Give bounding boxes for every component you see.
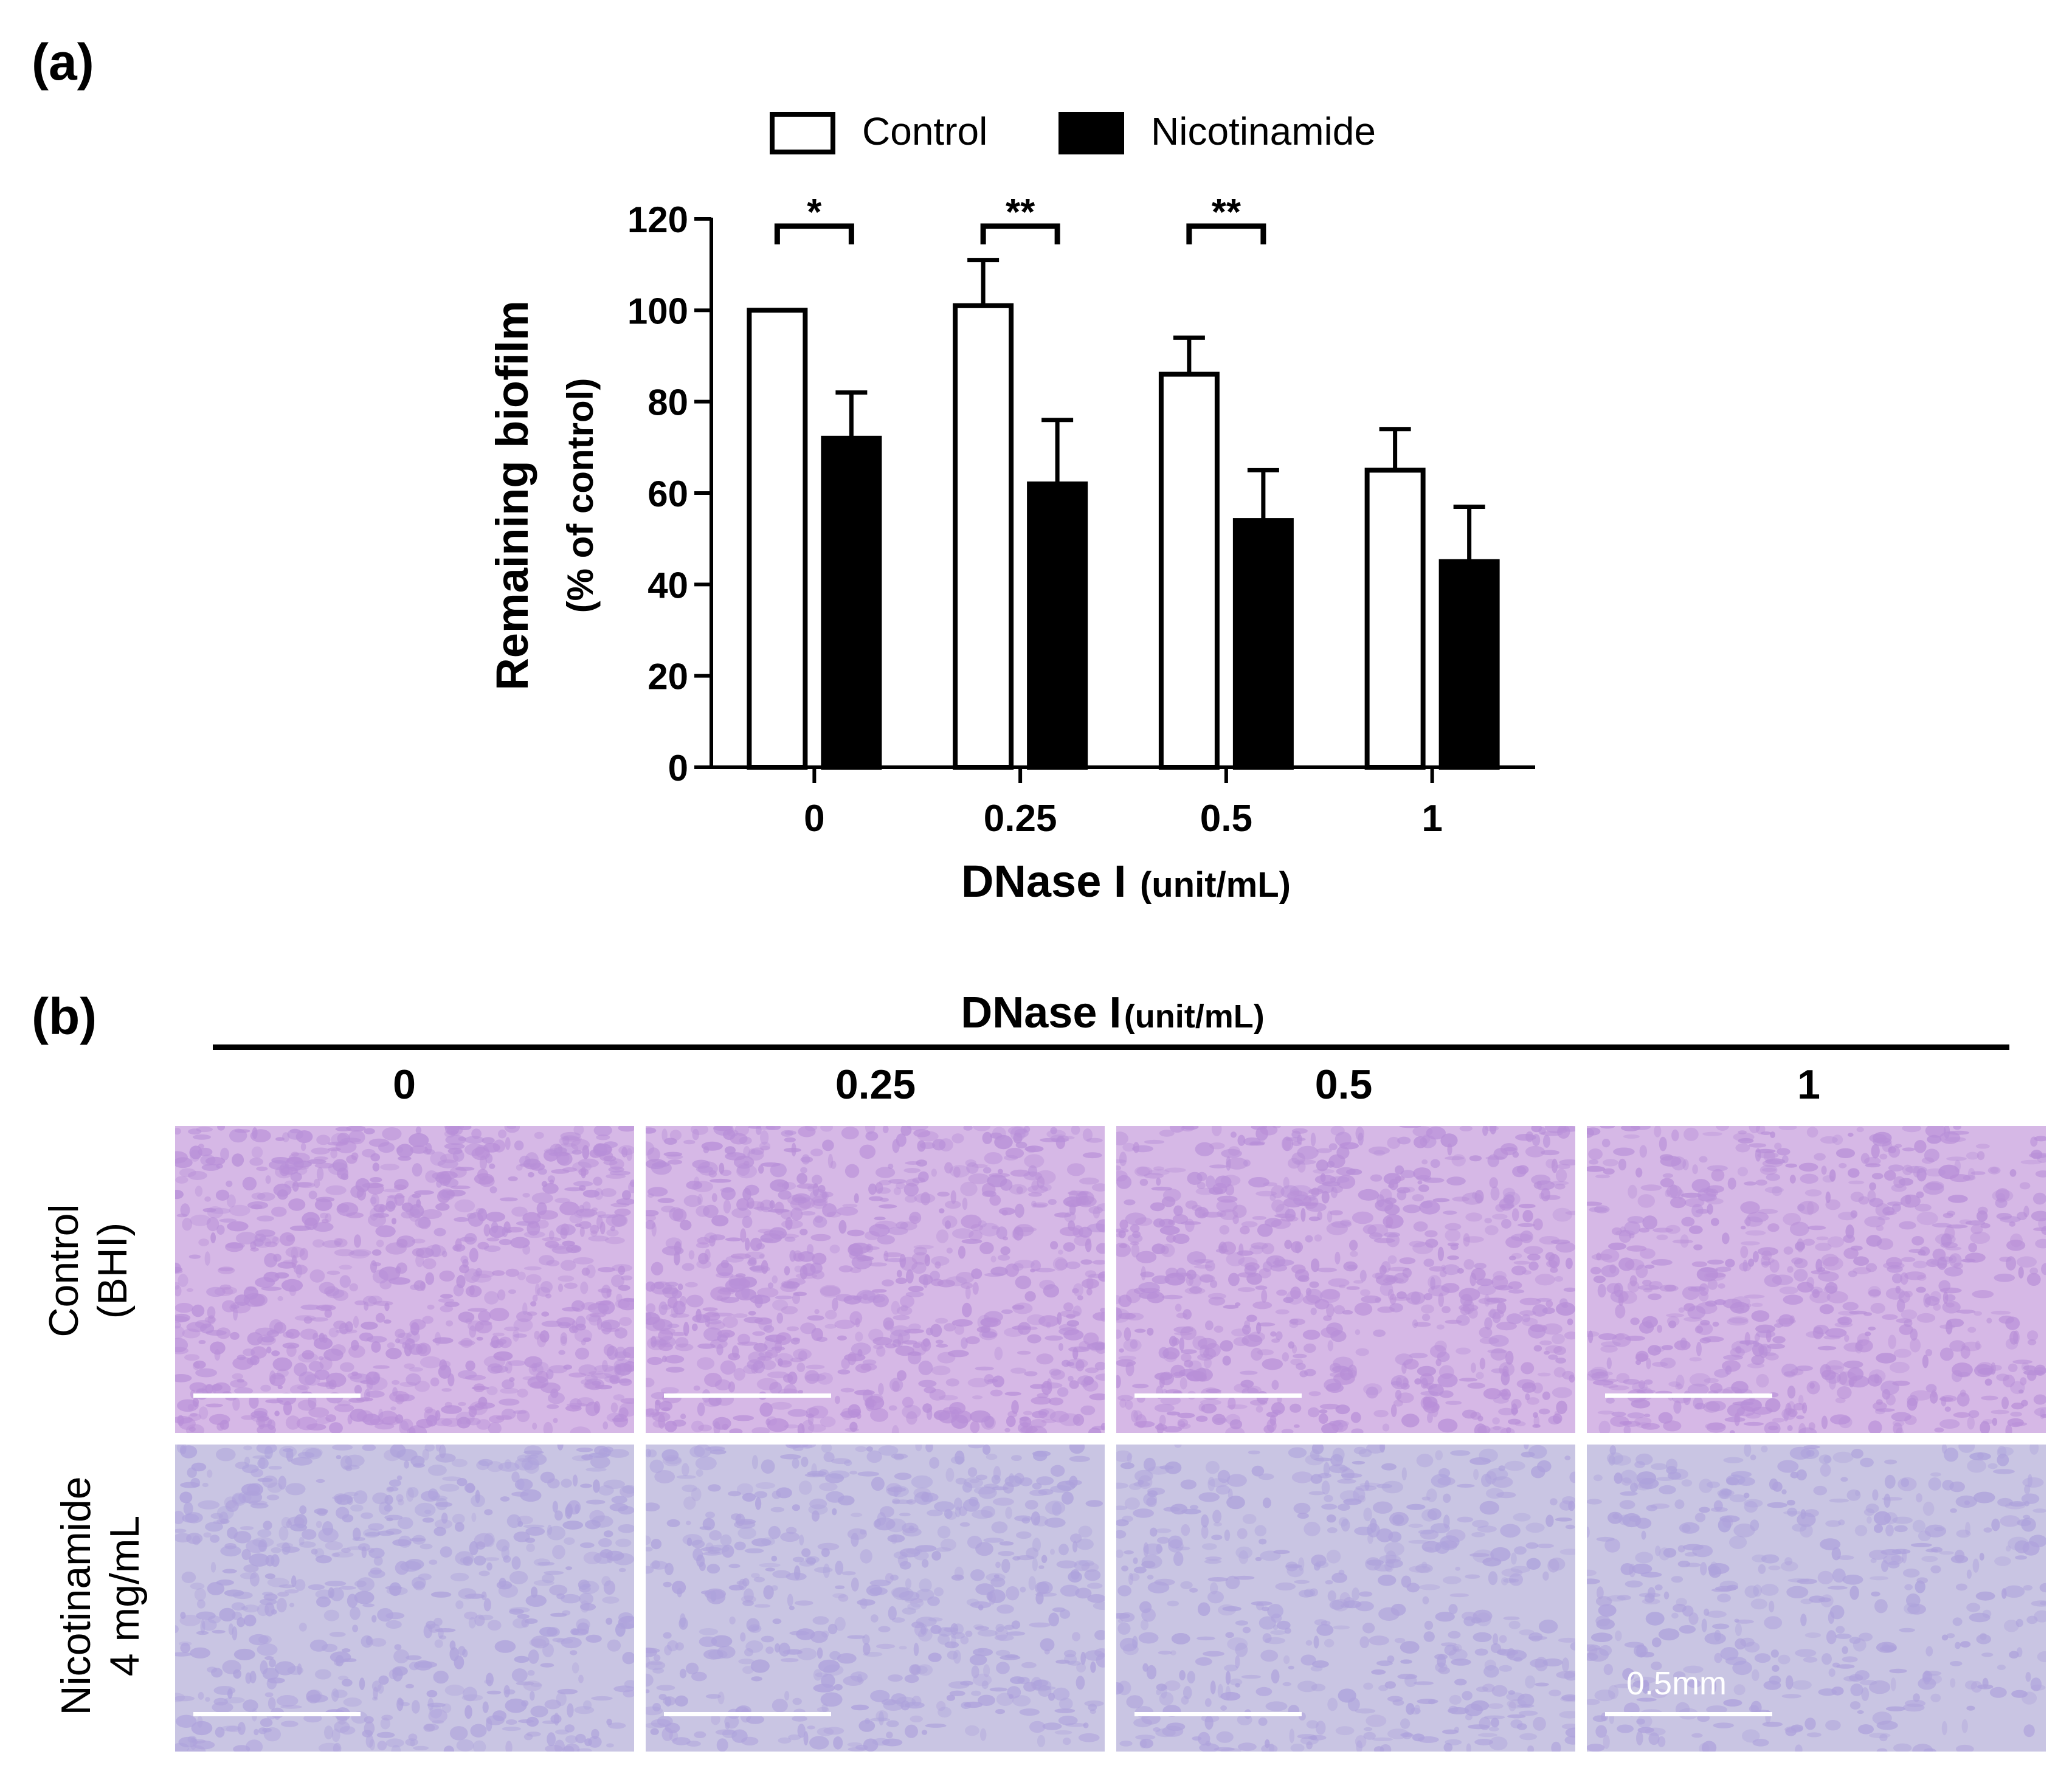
legend-swatch-nicotinamide	[1058, 112, 1124, 154]
scale-bar	[1134, 1712, 1302, 1716]
y-tick-label: 60	[648, 474, 688, 514]
bar-control-1	[1364, 468, 1426, 770]
panel-b-header: DNase I (unit/mL)	[0, 988, 2072, 1055]
scale-bar	[1134, 1393, 1302, 1398]
scale-bar	[664, 1712, 831, 1716]
row-label-control-line2: (BHI)	[89, 1222, 136, 1319]
y-tick-label: 120	[627, 199, 688, 240]
micrograph-r0-c1	[646, 1126, 1105, 1433]
column-label-1: 1	[1797, 1062, 1820, 1108]
micrograph-r1-c1	[646, 1445, 1105, 1752]
significance-label: **	[1006, 192, 1035, 233]
chart-legend: Control Nicotinamide	[770, 109, 1376, 154]
y-axis-subtitle: (% of control)	[560, 378, 601, 613]
x-tick-label: 0.25	[984, 798, 1057, 840]
scale-bar	[1605, 1393, 1772, 1398]
legend-swatch-control	[770, 112, 835, 154]
row-label-control-line1: Control	[41, 1204, 87, 1338]
y-tick-label: 100	[627, 291, 688, 331]
scale-bar-label: 0.5mm	[1626, 1665, 1727, 1702]
x-tick-label: 0	[804, 798, 824, 840]
panel-b-label: (b)	[32, 988, 97, 1045]
column-label-0.25: 0.25	[835, 1062, 916, 1108]
column-label-0: 0	[393, 1062, 416, 1108]
row-label-nicotinamide-line1: Nicotinamide	[53, 1476, 99, 1716]
micrograph-r0-c2	[1116, 1126, 1575, 1433]
micrograph-r0-c0	[175, 1126, 634, 1433]
scale-bar	[193, 1393, 361, 1398]
bar-nicotinamide-0	[821, 435, 882, 770]
x-axis: 0 0.25 0.5 1	[711, 765, 1535, 840]
significance-bracket	[774, 223, 854, 244]
panel-a-label: (a)	[32, 33, 94, 91]
row-label-nicotinamide-line2: 4 mg/mL	[102, 1515, 148, 1677]
significance-label: **	[1212, 192, 1241, 233]
x-axis-title-main: DNase I	[961, 856, 1126, 906]
scale-bar	[1605, 1712, 1772, 1716]
bar-nicotinamide-0.5	[1232, 518, 1294, 770]
y-tick-label: 0	[668, 748, 688, 789]
scale-bar	[664, 1393, 831, 1398]
panel-b-header-rule	[213, 1044, 2009, 1050]
scale-bar	[193, 1712, 361, 1716]
significance-label: *	[807, 192, 822, 233]
row-label-control: Control (BHI)	[40, 1143, 143, 1398]
y-tick-label: 80	[648, 382, 688, 423]
bar-control-0.5	[1158, 371, 1220, 770]
x-axis-title: DNase I (unit/mL)	[961, 856, 1291, 906]
x-tick-label: 1	[1421, 798, 1442, 840]
y-tick-label: 40	[648, 565, 688, 606]
x-tick-label: 0.5	[1200, 798, 1252, 840]
bar-chart: Control Nicotinamide 0 20 40 60 80 100 120 0 0.2…	[487, 109, 1535, 906]
row-label-nicotinamide: Nicotinamide 4 mg/mL	[52, 1456, 155, 1736]
bar-nicotinamide-1	[1438, 559, 1500, 770]
legend-label-nicotinamide: Nicotinamide	[1151, 109, 1376, 153]
micrograph-r1-c3	[1587, 1445, 2046, 1752]
bar-control-0.25	[953, 303, 1014, 770]
y-axis-title: Remaining biofilm	[487, 300, 537, 690]
bar-control-0	[747, 308, 808, 770]
y-axis: 0 20 40 60 80 100 120	[627, 199, 713, 789]
y-tick-label: 20	[648, 657, 688, 697]
column-label-0.5: 0.5	[1314, 1062, 1373, 1108]
micrograph-r0-c3	[1587, 1126, 2046, 1433]
significance-bracket	[1186, 223, 1266, 244]
x-axis-title-unit: (unit/mL)	[1140, 865, 1291, 905]
micrograph-r1-c0	[175, 1445, 634, 1752]
bars	[747, 258, 1500, 770]
bar-nicotinamide-0.25	[1027, 481, 1088, 770]
micrograph-r1-c2	[1116, 1445, 1575, 1752]
significance-brackets: * ** **	[774, 192, 1266, 244]
legend-label-control: Control	[862, 109, 987, 153]
significance-bracket	[980, 223, 1060, 244]
panel-b-title: DNase I	[961, 989, 1122, 1037]
panel-b-title-unit: (unit/mL)	[1124, 998, 1265, 1035]
